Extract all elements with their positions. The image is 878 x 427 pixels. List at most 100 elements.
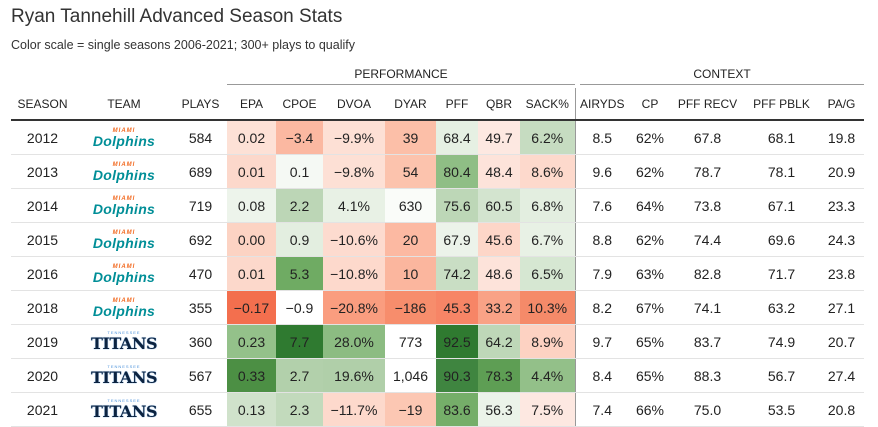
cell-plays: 584 [174,120,227,155]
cell-season: 2016 [11,256,74,291]
cell-team: MIAMI Dolphins [74,256,174,291]
cell-pff: 75.6 [436,188,478,223]
cell-cp: 65% [629,358,671,393]
group-header-performance: PERFORMANCE [227,67,575,85]
cell-pffrecv: 73.8 [671,188,744,223]
logo-name-text: Dolphins [92,132,156,149]
cell-qbr: 64.2 [478,324,520,359]
cell-dvoa: −20.8% [323,290,385,325]
cell-pffpblk: 53.5 [744,392,819,427]
cell-pffpblk: 71.7 [744,256,819,291]
cell-epa: 0.08 [227,188,276,223]
cell-epa: 0.02 [227,120,276,155]
cell-qbr: 78.3 [478,358,520,393]
col-header-plays[interactable]: PLAYS [174,88,227,121]
cell-pffpblk: 67.1 [744,188,819,223]
cell-qbr: 33.2 [478,290,520,325]
cell-cp: 65% [629,324,671,359]
logo-top-text: MIAMI [112,297,136,304]
dolphins-logo-icon: MIAMI Dolphins [93,264,155,284]
table-row: 2018 MIAMI Dolphins 355 −0.17 −0.9 −20.8% −186 4… [11,290,864,325]
cell-qbr: 48.6 [478,256,520,291]
logo-top-text: MIAMI [112,161,136,168]
logo-name-text: TITANS [90,334,158,353]
cell-pffpblk: 78.1 [744,154,819,189]
cell-cpoe: −0.9 [276,290,323,325]
cell-cpoe: 5.3 [276,256,323,291]
dolphins-logo-icon: MIAMI Dolphins [93,230,155,250]
cell-dyar: −186 [385,290,436,325]
cell-sack: 10.3% [520,290,575,325]
cell-sack: 4.4% [520,358,575,393]
cell-sack: 6.5% [520,256,575,291]
col-header-epa[interactable]: EPA [227,88,276,121]
col-header-pff-recv[interactable]: PFF RECV [671,88,744,121]
page-title: Ryan Tannehill Advanced Season Stats [11,6,343,27]
col-header-dyar[interactable]: DYAR [385,88,436,121]
cell-sack: 8.6% [520,154,575,189]
cell-pffrecv: 67.8 [671,120,744,155]
cell-epa: 0.23 [227,324,276,359]
col-header-cpoe[interactable]: CPOE [276,88,323,121]
table-row: 2021 TENNESSEE TITANS 655 0.13 2.3 −11.7% −19 83… [11,392,864,427]
col-header-dvoa[interactable]: DVOA [323,88,385,121]
cell-plays: 719 [174,188,227,223]
col-header-qbr[interactable]: QBR [478,88,520,121]
cell-team: MIAMI Dolphins [74,188,174,223]
cell-cp: 64% [629,188,671,223]
cell-cp: 62% [629,222,671,257]
col-header-season[interactable]: SEASON [11,88,74,121]
cell-pag: 19.8 [819,120,864,155]
cell-cpoe: 7.7 [276,324,323,359]
cell-plays: 692 [174,222,227,257]
cell-qbr: 56.3 [478,392,520,427]
cell-pag: 24.3 [819,222,864,257]
cell-dyar: 1,046 [385,358,436,393]
cell-plays: 360 [174,324,227,359]
cell-team: MIAMI Dolphins [74,120,174,155]
col-header-cp[interactable]: CP [629,88,671,121]
cell-team: MIAMI Dolphins [74,290,174,325]
cell-pag: 20.7 [819,324,864,359]
cell-pffrecv: 78.7 [671,154,744,189]
page-subtitle: Color scale = single seasons 2006-2021; … [11,38,355,52]
cell-dvoa: −9.8% [323,154,385,189]
logo-name-text: Dolphins [92,268,156,285]
cell-pff: 80.4 [436,154,478,189]
cell-pag: 23.3 [819,188,864,223]
col-header-team[interactable]: TEAM [74,88,174,121]
logo-top-text: MIAMI [112,263,136,270]
cell-season: 2013 [11,154,74,189]
cell-dvoa: −9.9% [323,120,385,155]
cell-team: TENNESSEE TITANS [74,392,174,427]
table-row: 2013 MIAMI Dolphins 689 0.01 0.1 −9.8% 54 80.4 48… [11,154,864,189]
cell-pffpblk: 63.2 [744,290,819,325]
cell-cpoe: −3.4 [276,120,323,155]
col-header-pff[interactable]: PFF [436,88,478,121]
cell-pffrecv: 83.7 [671,324,744,359]
cell-airyds: 9.6 [574,154,629,189]
cell-pag: 23.8 [819,256,864,291]
cell-plays: 689 [174,154,227,189]
table-row: 2014 MIAMI Dolphins 719 0.08 2.2 4.1% 630 75.6 60… [11,188,864,223]
cell-sack: 6.8% [520,188,575,223]
cell-dyar: 10 [385,256,436,291]
cell-cp: 67% [629,290,671,325]
logo-top-text: TENNESSEE [107,398,141,403]
cell-pffrecv: 82.8 [671,256,744,291]
cell-cp: 63% [629,256,671,291]
cell-pffrecv: 88.3 [671,358,744,393]
titans-logo-icon: TENNESSEE TITANS [91,398,158,420]
cell-pff: 68.4 [436,120,478,155]
cell-dyar: 20 [385,222,436,257]
col-header-pff-pblk[interactable]: PFF PBLK [744,88,819,121]
col-header-airyds[interactable]: AIRYDS [574,88,629,121]
logo-name-text: Dolphins [92,234,156,251]
col-header-pa-g[interactable]: PA/G [819,88,864,121]
cell-dvoa: −11.7% [323,392,385,427]
cell-pff: 90.3 [436,358,478,393]
cell-dyar: −19 [385,392,436,427]
col-header-sack[interactable]: SACK% [520,88,575,121]
cell-team: TENNESSEE TITANS [74,358,174,393]
cell-airyds: 8.4 [574,358,629,393]
